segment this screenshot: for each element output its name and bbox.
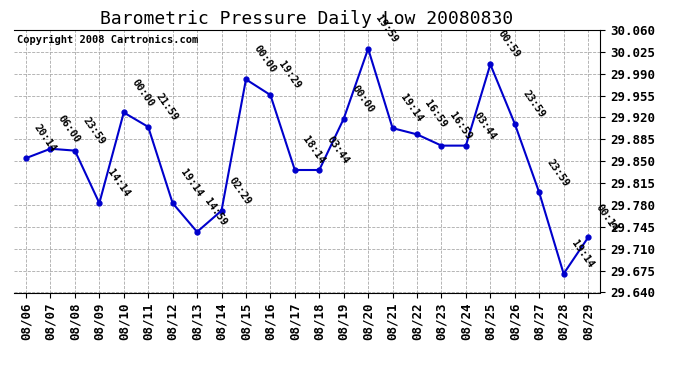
Text: 16:59: 16:59 (447, 110, 473, 141)
Text: 00:14: 00:14 (593, 202, 620, 233)
Text: 23:59: 23:59 (520, 88, 546, 120)
Text: 23:59: 23:59 (81, 115, 106, 147)
Text: 19:59: 19:59 (374, 13, 400, 45)
Text: 19:14: 19:14 (569, 238, 595, 270)
Text: 03:44: 03:44 (325, 135, 351, 166)
Text: 19:14: 19:14 (398, 93, 424, 124)
Title: Barometric Pressure Daily Low 20080830: Barometric Pressure Daily Low 20080830 (101, 10, 513, 28)
Text: 19:14: 19:14 (178, 168, 204, 199)
Text: Copyright 2008 Cartronics.com: Copyright 2008 Cartronics.com (17, 35, 198, 45)
Text: 14:14: 14:14 (105, 168, 131, 199)
Text: 23:59: 23:59 (545, 157, 571, 188)
Text: 00:00: 00:00 (252, 44, 277, 75)
Text: 00:59: 00:59 (496, 29, 522, 60)
Text: 02:29: 02:29 (227, 175, 253, 207)
Text: 20:14: 20:14 (32, 123, 58, 154)
Text: 19:29: 19:29 (276, 60, 302, 91)
Text: 18:14: 18:14 (300, 135, 326, 166)
Text: 03:44: 03:44 (471, 110, 497, 141)
Text: 00:00: 00:00 (129, 77, 155, 108)
Text: 16:59: 16:59 (422, 99, 448, 130)
Text: 14:59: 14:59 (203, 196, 229, 228)
Text: 06:00: 06:00 (56, 113, 82, 145)
Text: 00:00: 00:00 (349, 83, 375, 115)
Text: 21:59: 21:59 (154, 92, 180, 123)
